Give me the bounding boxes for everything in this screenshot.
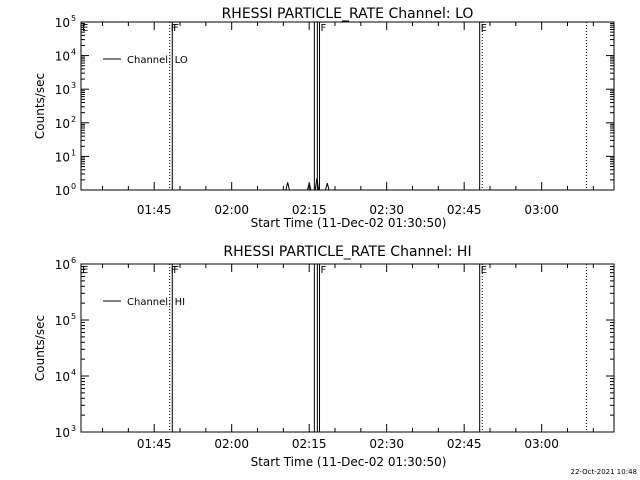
y-tick-label: 10 [55, 370, 70, 384]
y-tick-label: 10 [55, 83, 70, 97]
event-flag-label: F [321, 265, 327, 276]
x-axis-label: Start Time (11-Dec-02 01:30:50) [251, 216, 447, 230]
chart-title: RHESSI PARTICLE_RATE Channel: LO [222, 6, 474, 22]
y-tick-label: 10 [55, 50, 70, 64]
y-tick-label: 10 [55, 184, 70, 198]
y-tick-label: 10 [55, 117, 70, 131]
y-tick-label: 10 [55, 16, 70, 30]
legend-entry: Channel: LO [127, 55, 188, 66]
y-tick-base: 10 [55, 50, 70, 64]
y-tick-exponent: 6 [71, 256, 76, 265]
y-tick-base: 10 [55, 314, 70, 328]
series-spike [285, 182, 290, 191]
y-tick-exponent: 2 [71, 115, 76, 124]
generation-timestamp: 22-Oct-2021 10:48 [571, 468, 637, 476]
y-axis-label: Counts/sec [33, 73, 47, 139]
x-tick-label: 03:00 [524, 437, 559, 451]
event-flag-label: F [171, 23, 177, 34]
series-spike [314, 178, 320, 191]
x-tick-label: 02:30 [369, 437, 404, 451]
x-tick-label: 02:30 [369, 203, 404, 217]
y-tick-base: 10 [55, 150, 70, 164]
y-tick-exponent: 3 [71, 424, 76, 433]
x-tick-label: 02:15 [292, 437, 327, 451]
event-flag-label: E [481, 265, 487, 276]
series-spike [325, 182, 330, 191]
y-tick-base: 10 [55, 184, 70, 198]
x-tick-label: 02:45 [447, 203, 482, 217]
x-tick-label: 01:45 [137, 203, 172, 217]
series-spike [307, 182, 312, 191]
y-tick-label: 10 [55, 314, 70, 328]
x-tick-label: 01:45 [137, 437, 172, 451]
y-tick-base: 10 [55, 16, 70, 30]
event-flag-label: E [481, 23, 487, 34]
y-tick-exponent: 5 [71, 14, 76, 23]
y-tick-exponent: 0 [71, 182, 76, 191]
x-axis-label: Start Time (11-Dec-02 01:30:50) [251, 455, 447, 469]
y-tick-exponent: 4 [71, 48, 76, 57]
event-flag-label: F [173, 23, 179, 34]
y-tick-exponent: 1 [71, 148, 76, 157]
y-axis-label: Counts/sec [33, 315, 47, 381]
x-tick-label: 03:00 [524, 203, 559, 217]
chart-title: RHESSI PARTICLE_RATE Channel: HI [223, 244, 471, 260]
y-tick-base: 10 [55, 117, 70, 131]
y-tick-label: 10 [55, 150, 70, 164]
x-tick-label: 02:45 [447, 437, 482, 451]
event-flag-label: E [82, 23, 88, 34]
legend-entry: Channel: HI [127, 297, 185, 308]
x-tick-label: 02:00 [214, 203, 249, 217]
y-tick-base: 10 [55, 370, 70, 384]
event-flag-label: F [173, 265, 179, 276]
y-tick-exponent: 5 [71, 312, 76, 321]
event-flag-label: F [321, 23, 327, 34]
y-tick-exponent: 4 [71, 368, 76, 377]
y-tick-label: 10 [55, 258, 70, 272]
x-tick-label: 02:15 [292, 203, 327, 217]
event-flag-label: E [82, 265, 88, 276]
x-tick-label: 02:00 [214, 437, 249, 451]
y-tick-base: 10 [55, 83, 70, 97]
y-tick-exponent: 3 [71, 81, 76, 90]
event-flag-label: F [171, 265, 177, 276]
y-tick-base: 10 [55, 426, 70, 440]
y-tick-label: 10 [55, 426, 70, 440]
y-tick-base: 10 [55, 258, 70, 272]
